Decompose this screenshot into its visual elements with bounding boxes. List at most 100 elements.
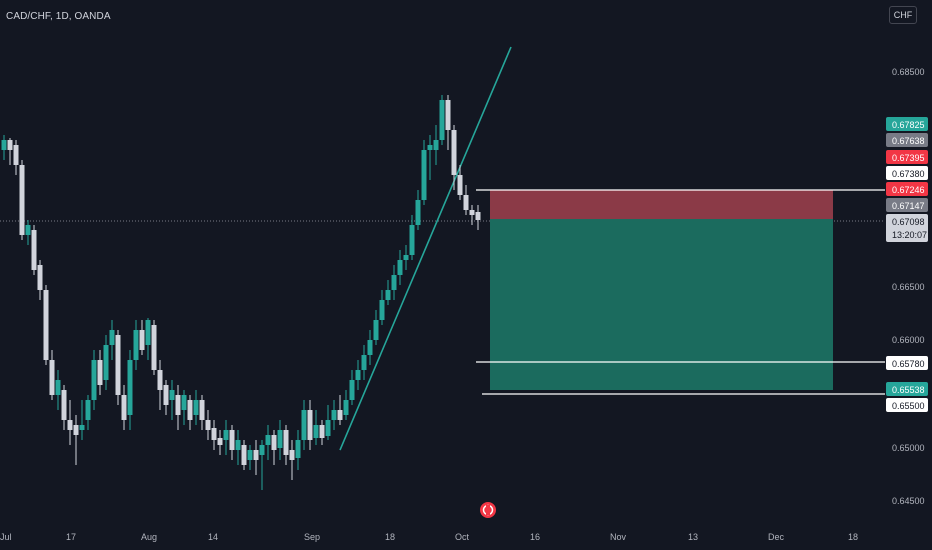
currency-button[interactable]: CHF [889, 6, 917, 24]
time-tick: 18 [848, 532, 858, 542]
candle-body [25, 225, 31, 235]
candle-body [241, 445, 247, 465]
candle-body [67, 420, 73, 430]
candle-body [31, 230, 37, 270]
candle-body [421, 150, 427, 200]
candle-body [193, 400, 199, 415]
candle-body [265, 435, 271, 445]
price-tick: 0.65000 [892, 443, 925, 453]
candle-body [307, 410, 313, 440]
candle-body [253, 450, 259, 460]
candle-body [325, 420, 331, 436]
candle-body [103, 345, 109, 380]
candle-body [145, 320, 151, 345]
candle-body [175, 395, 181, 415]
price-tag-label: 0.67380 [892, 169, 925, 179]
candle-body [343, 400, 349, 415]
price-tag-label: 0.67098 [892, 217, 925, 227]
candle-body [313, 425, 319, 438]
candle-body [247, 450, 253, 460]
candlestick-series [1, 95, 481, 490]
candle-body [163, 385, 169, 405]
candle-body [397, 260, 403, 275]
candle-body [463, 195, 469, 210]
price-tag-label: 0.65780 [892, 359, 925, 369]
candle-body [181, 395, 187, 410]
candle-body [73, 425, 79, 435]
event-flag-icon[interactable] [480, 502, 496, 518]
candle-body [379, 300, 385, 320]
candle-body [13, 145, 19, 165]
time-tick: Nov [610, 532, 627, 542]
candle-body [199, 400, 205, 420]
candle-body [355, 370, 361, 380]
candle-body [391, 275, 397, 290]
candle-body [445, 100, 451, 130]
candle-body [409, 225, 415, 255]
price-axis[interactable]: 0.68500 0.66500 0.66000 0.65000 0.64500 [892, 67, 925, 506]
candle-body [139, 330, 145, 350]
price-tag-bg [886, 117, 928, 131]
price-tick: 0.66000 [892, 335, 925, 345]
price-tag-bg [886, 150, 928, 164]
candle-body [205, 420, 211, 430]
candle-body [109, 330, 115, 345]
candle-body [295, 440, 301, 458]
candle-body [49, 360, 55, 395]
candle-body [439, 100, 445, 140]
candle-body [271, 435, 277, 450]
price-tag-bg [886, 133, 928, 147]
candle-body [61, 390, 67, 420]
price-tick: 0.68500 [892, 67, 925, 77]
candle-body [151, 325, 157, 370]
price-tags: 0.67825 0.67638 0.67395 0.67380 0.67246 … [886, 117, 928, 412]
candle-body [373, 320, 379, 340]
price-tag-label: 0.65500 [892, 401, 925, 411]
candle-body [217, 438, 223, 445]
price-tag-bg [886, 166, 928, 180]
price-tick: 0.64500 [892, 496, 925, 506]
candle-body [43, 290, 49, 360]
candle-body [127, 360, 133, 415]
time-tick: Dec [768, 532, 785, 542]
time-tick: 13 [688, 532, 698, 542]
countdown-label: 13:20:07 [892, 230, 927, 240]
price-tag-label: 0.67825 [892, 120, 925, 130]
candle-body [289, 450, 295, 460]
candle-body [367, 340, 373, 355]
price-tag-bg [886, 182, 928, 196]
time-tick: Sep [304, 532, 320, 542]
price-tag-bg [886, 214, 928, 242]
candle-body [133, 330, 139, 360]
price-tick: 0.66500 [892, 282, 925, 292]
candle-body [91, 360, 97, 400]
candle-body [427, 145, 433, 150]
candle-body [385, 290, 391, 300]
candle-body [457, 175, 463, 195]
price-tag-bg [886, 198, 928, 212]
price-tag-label: 0.67246 [892, 185, 925, 195]
trendline[interactable] [339, 46, 512, 451]
candle-body [331, 410, 337, 420]
candle-body [1, 140, 7, 150]
time-axis[interactable]: Jul 17 Aug 14 Sep 18 Oct 16 Nov 13 Dec 1… [0, 532, 858, 542]
candle-body [283, 430, 289, 455]
price-tag-bg [886, 356, 928, 370]
stop-loss-zone[interactable] [490, 190, 833, 219]
candle-body [301, 410, 307, 440]
time-tick: 16 [530, 532, 540, 542]
symbol-title: CAD/CHF, 1D, OANDA [6, 11, 111, 22]
candle-body [19, 165, 25, 235]
candle-body [79, 425, 85, 430]
time-tick: 18 [385, 532, 395, 542]
price-tag-bg [886, 382, 928, 396]
time-tick: 14 [208, 532, 218, 542]
take-profit-zone[interactable] [490, 219, 833, 390]
candle-body [235, 440, 241, 450]
candle-body [157, 370, 163, 390]
candle-body [337, 410, 343, 420]
candle-body [55, 380, 61, 395]
time-tick: Oct [455, 532, 470, 542]
